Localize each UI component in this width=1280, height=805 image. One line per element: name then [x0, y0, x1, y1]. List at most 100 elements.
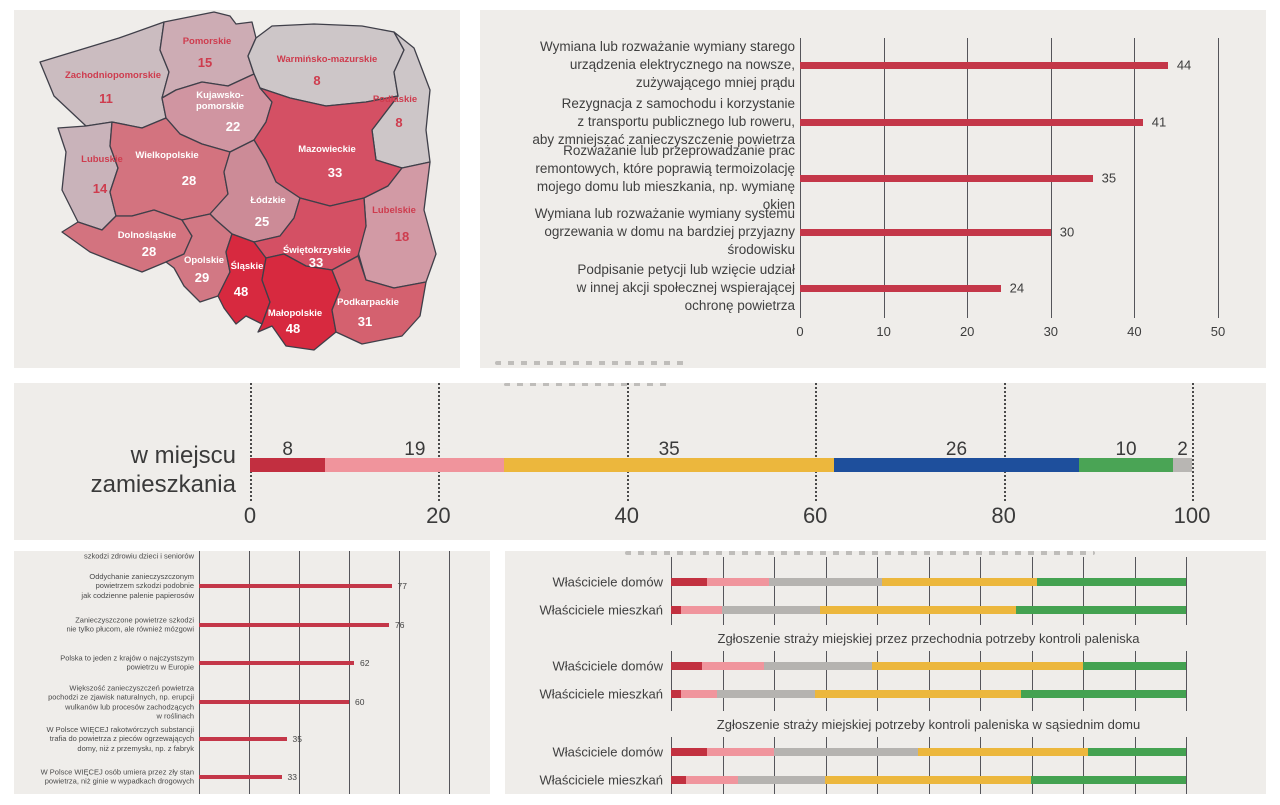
- map-region-label-pomorskie: Pomorskie: [183, 36, 232, 47]
- map-region-label-zachodniopomorskie: Zachodniopomorskie: [65, 70, 161, 81]
- segment-4: [1036, 578, 1186, 586]
- map-region-label-lubelskie: Lubelskie: [372, 205, 416, 216]
- bar-value-label: 35: [1101, 170, 1117, 186]
- map-region-label-swietokrzyskie: Świętokrzyskie: [283, 244, 351, 256]
- segment-1: [686, 776, 738, 784]
- bar: [199, 623, 389, 627]
- stacked-bar-g2-r0: [671, 748, 1186, 756]
- grid-line-g2-90: [1134, 737, 1136, 794]
- map-region-label-podlaskie: Podlaskie: [373, 94, 417, 105]
- map-region-podkarpackie: [331, 255, 427, 345]
- grid-line-g1-10: [722, 651, 724, 711]
- grid-line-0: [250, 383, 252, 501]
- map-region-value-podlaskie: 8: [395, 115, 402, 130]
- map-region-lubuskie: [57, 121, 119, 231]
- map-region-label-warminsko-mazurskie: Warmińsko-mazurskie: [277, 54, 378, 65]
- segment-5: [1173, 458, 1192, 472]
- bar-category-label: Wymiana lub rozważanie wymiany starego u…: [540, 39, 795, 90]
- bar: [199, 737, 287, 741]
- map-region-label-lodzkie: Łódzkie: [250, 195, 285, 206]
- grid-line-g1-80: [1083, 651, 1084, 711]
- row-label: Właściciele domów: [552, 574, 663, 590]
- grid-line-80: [399, 551, 400, 794]
- segment-0: [671, 776, 687, 784]
- map-region-label-wielkopolskie: Wielkopolskie: [135, 150, 198, 161]
- clipped-text-sliver: [504, 383, 669, 386]
- clipped-category-label: szkodzi zdrowiu dzieci i seniorów: [83, 551, 194, 561]
- grid-line-g1-100: [1186, 651, 1187, 711]
- stacked-bar-g0-r0: [671, 578, 1186, 586]
- segment-0: [250, 458, 326, 472]
- grid-line-g2-0: [671, 737, 672, 794]
- bar-value-label: 24: [1009, 280, 1025, 296]
- map-region-label-lubuskie: Lubuskie: [81, 154, 123, 165]
- segment-2: [737, 776, 826, 784]
- grid-line-g2-40: [877, 737, 878, 794]
- bar-value-label: 77: [397, 581, 407, 591]
- segment-0: [671, 690, 682, 698]
- x-tick-label-100: 100: [1173, 503, 1211, 528]
- grid-line-20: [249, 551, 250, 794]
- grid-line-60: [349, 551, 350, 794]
- x-tick-label-60: 60: [802, 503, 828, 528]
- map-region-malopolskie: [257, 253, 341, 351]
- map-region-value-lubuskie: 14: [93, 181, 108, 196]
- map-region-label-podkarpackie: Podkarpackie: [337, 297, 399, 308]
- row-label: Właściciele domów: [552, 658, 663, 674]
- map-region-value-mazowieckie: 33: [328, 165, 342, 180]
- grid-line-50: [1218, 38, 1219, 318]
- x-tick-label-0: 0: [796, 324, 804, 339]
- x-tick-label-10: 10: [876, 324, 891, 339]
- bar-value-label: 30: [1059, 224, 1075, 240]
- x-tick-label-80: 80: [991, 503, 1016, 528]
- bar-category-label: Rozważanie lub przeprowadzanie prac remo…: [535, 143, 795, 212]
- poland-map-panel: Zachodniopomorskie 11 Pomorskie 15 Warmińsko…: [14, 10, 460, 368]
- stacked-bar-g0-r1: [671, 606, 1186, 614]
- segment-1: [681, 606, 723, 614]
- map-region-value-pomorskie: 15: [198, 55, 212, 70]
- segment-value-label: 19: [404, 439, 426, 460]
- x-tick-label-40: 40: [614, 503, 640, 528]
- map-region-value-lubelskie: 18: [395, 229, 409, 244]
- bar-category-label: Polska to jeden z krajów o najczystszym …: [60, 653, 194, 672]
- bar: [199, 584, 392, 588]
- map-region-value-zachodniopomorskie: 11: [99, 91, 113, 106]
- segment-2: [773, 748, 919, 756]
- bar: [800, 118, 1143, 126]
- group-title: Zgłoszenie straży miejskiej przez przech…: [717, 631, 1140, 646]
- segment-value-label: 8: [282, 439, 293, 460]
- bar-category-label: Oddychanie zanieczyszczonym powietrzem s…: [81, 571, 194, 600]
- row-label: Właściciele domów: [552, 744, 663, 760]
- grid-line-80: [1003, 383, 1006, 501]
- grid-line-100: [449, 551, 450, 794]
- grid-line-40: [299, 551, 300, 794]
- grid-line-60: [815, 383, 818, 501]
- grid-line-40: [626, 383, 629, 501]
- grid-line-g2-20: [774, 737, 775, 794]
- segment-2: [722, 606, 821, 614]
- grid-line-g1-0: [671, 651, 672, 711]
- segment-4: [1016, 606, 1186, 614]
- segment-4: [1088, 748, 1186, 756]
- bar: [199, 775, 282, 779]
- bar-value-label: 35: [292, 734, 302, 744]
- map-region-value-wielkopolskie: 28: [182, 173, 196, 188]
- row-label: Właściciele mieszkań: [539, 686, 663, 702]
- bar: [800, 61, 1168, 69]
- bar-category-label: Podpisanie petycji lub wzięcie udział w …: [576, 262, 795, 313]
- bar-category-label: Zanieczyszczone powietrze szkodzi nie ty…: [66, 615, 194, 634]
- row-label: Właściciele mieszkań: [539, 602, 663, 618]
- segment-0: [671, 748, 708, 756]
- x-tick-label-30: 30: [1043, 324, 1059, 339]
- segment-1: [701, 662, 764, 670]
- segment-0: [671, 578, 708, 586]
- bar-category-label: Większość zanieczyszczeń powietrza pocho…: [48, 683, 194, 721]
- grid-line-0: [199, 551, 200, 794]
- segment-1: [707, 578, 769, 586]
- segment-4: [1021, 690, 1186, 698]
- bar-value-label: 33: [287, 772, 297, 782]
- map-region-value-swietokrzyskie: 33: [309, 255, 323, 270]
- grid-line-g2-80: [1083, 737, 1084, 794]
- bar-value-label: 76: [395, 620, 405, 630]
- bar-value-label: 44: [1176, 57, 1192, 73]
